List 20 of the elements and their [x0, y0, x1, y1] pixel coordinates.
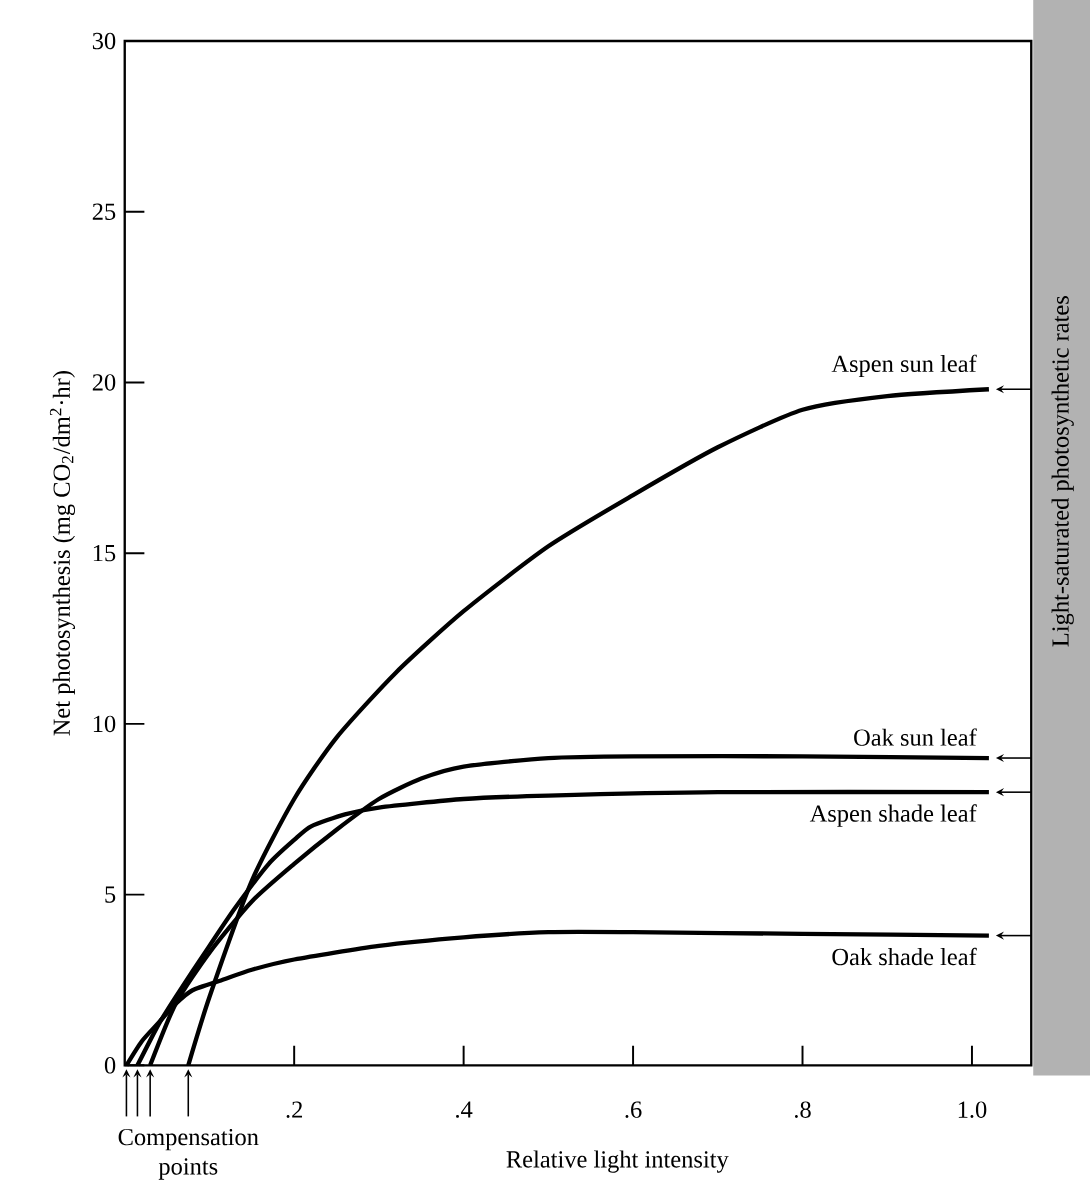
y-tick-label: 20: [92, 374, 116, 391]
x-tick-label: .6: [625, 1101, 642, 1118]
legend-label: Oak shade leaf: [832, 947, 977, 966]
y-axis-title: Net photosynthesis (mg CO$_{2}$/dm$^{2}$·hr): [49, 371, 75, 736]
y-tick-label: 30: [92, 32, 116, 50]
x-tick-label: .2: [286, 1101, 302, 1118]
y-tick-label: 25: [92, 203, 116, 220]
series-label: Aspen sun leaf: [831, 354, 977, 378]
x-tick-label: 1.0: [958, 1101, 987, 1118]
y-tick-label: 0: [104, 1057, 116, 1074]
text: Compensation points: [118, 1128, 259, 1180]
x-axis-title: Relative light intensity: [506, 1150, 729, 1173]
y-tick-label: 10: [93, 715, 116, 733]
x-tick-label: .8: [794, 1101, 811, 1118]
text: Light-saturated photosynthetic rates: [1051, 296, 1074, 647]
legend-label: Aspen shade leaf: [809, 804, 977, 827]
y-tick-label: 15: [93, 544, 116, 562]
y-tick-label: 5: [105, 886, 116, 903]
x-tick-label: .4: [455, 1101, 473, 1118]
series-label: Oak sun leaf: [854, 728, 977, 746]
